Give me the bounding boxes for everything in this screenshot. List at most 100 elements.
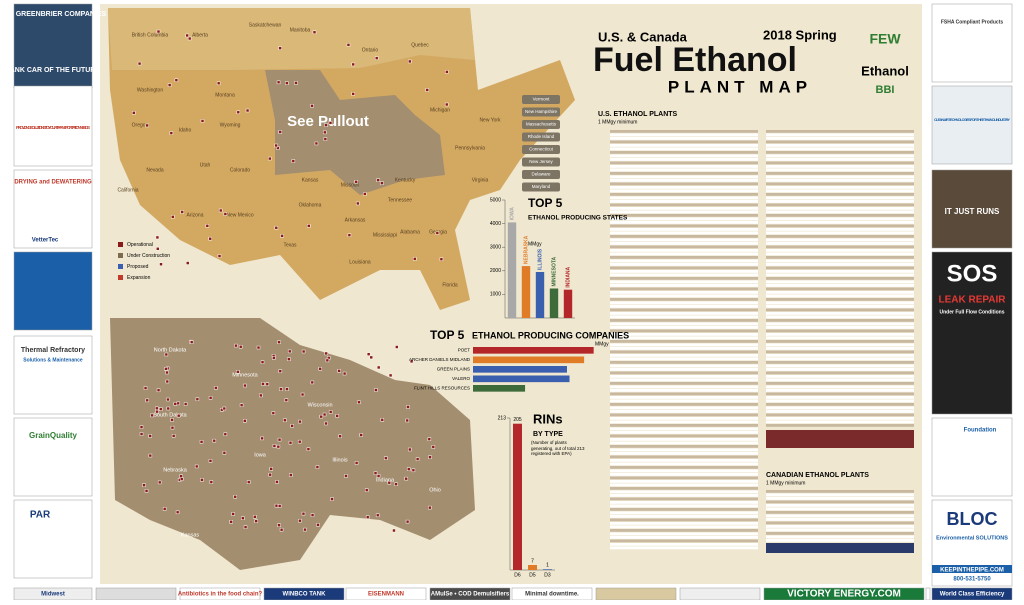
table-row — [610, 273, 758, 277]
table-row — [610, 133, 758, 137]
bar — [473, 366, 567, 373]
plant-marker — [303, 527, 307, 532]
plant-marker — [208, 236, 213, 241]
table-row — [766, 242, 914, 245]
plant-marker — [200, 119, 205, 123]
plant-marker — [171, 215, 175, 219]
state-label: Kansas — [302, 177, 319, 183]
plant-marker — [408, 59, 412, 64]
plant-marker — [222, 406, 227, 411]
state-tag — [522, 182, 560, 192]
plant-marker — [166, 397, 170, 402]
table-row — [610, 354, 758, 357]
table-row — [610, 291, 758, 294]
state-tag — [522, 170, 560, 179]
table-row — [610, 315, 758, 319]
table-row — [610, 228, 758, 231]
plant-marker — [208, 459, 213, 463]
table-row — [610, 452, 758, 455]
table-row — [766, 521, 914, 525]
table-row — [766, 329, 914, 333]
plant-marker — [268, 472, 272, 477]
table-row — [766, 528, 914, 532]
table-row — [766, 217, 914, 221]
plant-marker — [405, 418, 410, 423]
table-row — [766, 154, 914, 158]
plant-marker — [155, 406, 159, 411]
plant-marker — [159, 262, 163, 266]
table-row — [766, 518, 914, 521]
bar — [473, 347, 594, 354]
plant-marker — [427, 505, 432, 510]
plant-marker — [306, 447, 311, 452]
x-tick-label: D5 — [529, 572, 536, 578]
table-row — [610, 256, 758, 259]
plant-marker — [183, 402, 188, 406]
bar — [528, 565, 537, 570]
plant-marker — [291, 159, 296, 163]
table-footer — [766, 430, 914, 448]
table-row — [610, 406, 758, 410]
state-label: Minnesota — [232, 372, 258, 378]
plant-marker — [413, 257, 417, 261]
table-row — [610, 144, 758, 147]
plant-marker — [243, 419, 247, 423]
plant-marker — [301, 349, 306, 354]
table-row — [610, 494, 758, 497]
table-row — [610, 427, 758, 431]
table-row — [610, 410, 758, 413]
table-title: U.S. ETHANOL PLANTS — [598, 111, 678, 118]
legend-swatch — [118, 275, 123, 280]
legend-swatch — [118, 253, 123, 258]
table-row — [610, 501, 758, 504]
plant-marker — [142, 483, 146, 487]
table-row — [766, 424, 914, 427]
table-row — [766, 144, 914, 147]
legend-swatch — [118, 264, 123, 269]
plant-marker — [384, 456, 388, 460]
state-tag-label: Massachusetts — [526, 122, 557, 127]
plant-marker — [170, 418, 174, 422]
y-tick-label: GREEN PLAINS — [437, 367, 470, 372]
y-tick-label: 3000 — [490, 245, 501, 251]
plant-marker — [179, 474, 183, 478]
ad-text: PROVIDING SOLUTIONS TO YOUR TRANSPORTATI… — [16, 125, 90, 130]
ad — [931, 85, 1013, 165]
plant-marker — [150, 413, 154, 418]
ad-text: THE GREENBRIER COMPANIES — [0, 11, 107, 18]
bar — [563, 289, 573, 318]
table-row — [610, 161, 758, 165]
bar — [507, 222, 517, 318]
ad-text: Thermal Refractory — [21, 347, 85, 354]
y-tick-label: 5000 — [490, 197, 501, 203]
state-tag — [522, 145, 560, 154]
table-row — [766, 350, 914, 354]
table-row — [610, 371, 758, 375]
table-row — [766, 319, 914, 322]
table-row — [766, 228, 914, 231]
table-row — [766, 382, 914, 385]
state-tag — [522, 95, 560, 104]
table-row — [610, 473, 758, 476]
plant-marker — [287, 349, 292, 354]
state-tag — [522, 120, 560, 129]
plant-marker — [145, 123, 149, 128]
plant-marker — [356, 201, 360, 206]
table-row — [766, 189, 914, 193]
table-row — [766, 280, 914, 284]
table-row — [766, 291, 914, 294]
table-row — [766, 245, 914, 249]
table-row — [610, 249, 758, 252]
state-label: Saskatchewan — [249, 22, 282, 28]
table-row — [610, 154, 758, 158]
plant-marker — [328, 410, 333, 414]
table-row — [610, 518, 758, 522]
table-row — [766, 214, 914, 217]
plant-marker — [156, 247, 160, 251]
ad-text: TANK CAR OF THE FUTURE — [6, 67, 100, 74]
state-label: Oklahoma — [299, 202, 322, 208]
plant-marker — [344, 474, 348, 478]
plant-marker — [284, 398, 289, 402]
table-row — [766, 158, 914, 161]
